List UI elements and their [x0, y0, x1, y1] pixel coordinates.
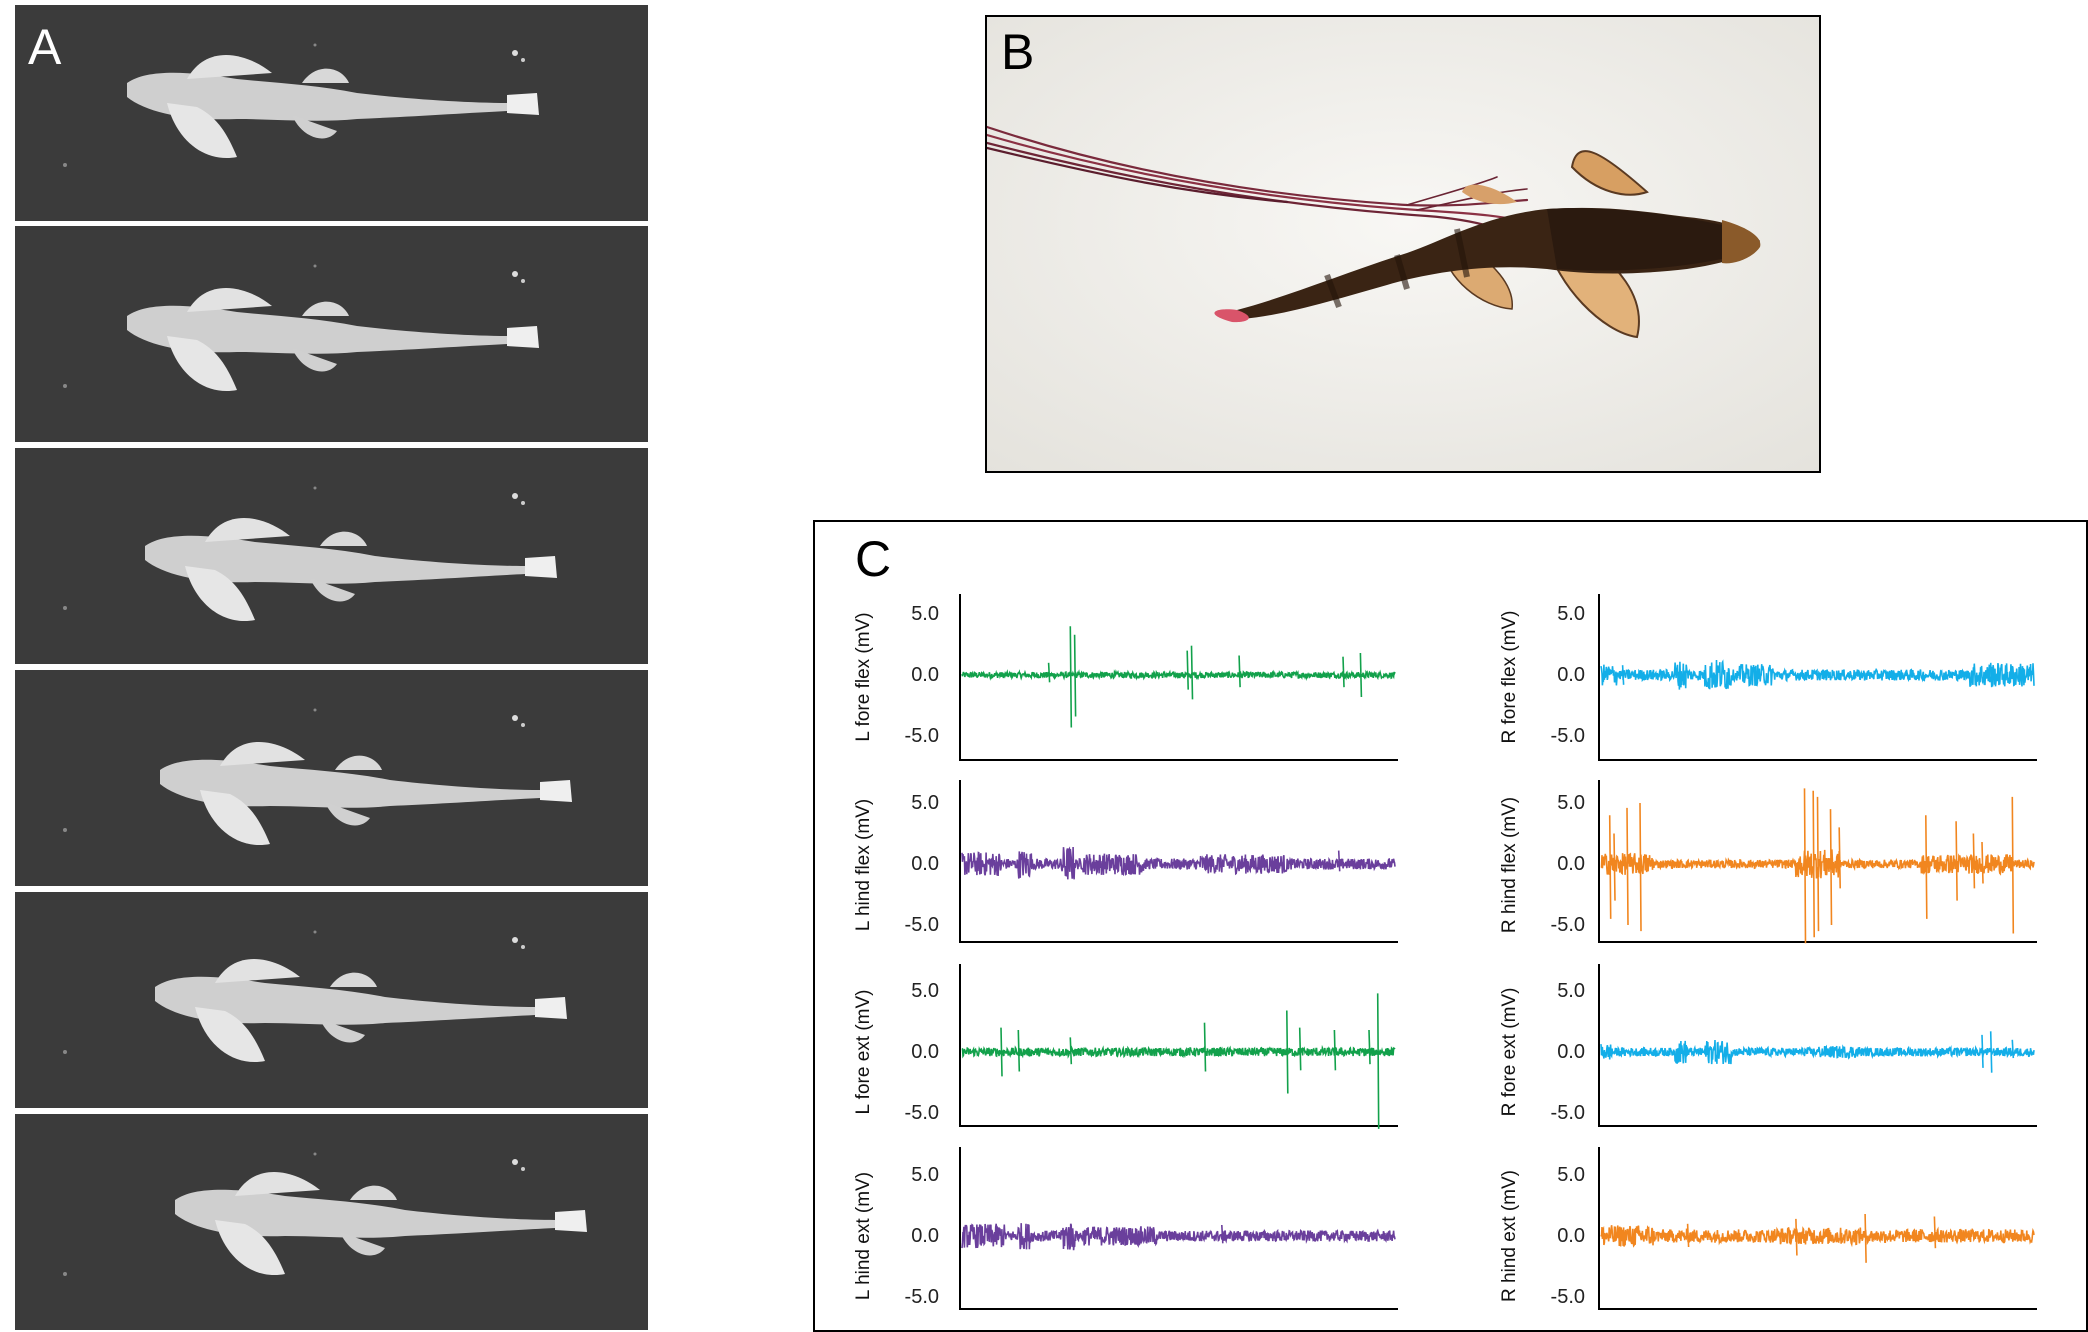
video-frame-6 [15, 1114, 648, 1330]
plot-1-ytick-bottom: -5.0 [905, 725, 939, 747]
plot-4-ylabel: L hind ext (mV) [853, 1172, 874, 1300]
plot-6-ytick-bottom: -5.0 [1551, 914, 1585, 936]
fish-silhouette [15, 448, 648, 664]
emg-plot-8: 5.0 0.0 -5.0 R hind ext (mV) [1499, 1147, 2037, 1310]
plot-3-ytick-bottom: -5.0 [905, 1102, 939, 1124]
plot-5-ytick-bottom: -5.0 [1551, 725, 1585, 747]
fish-photo [987, 17, 1819, 471]
plot-1-ylabel: L fore flex (mV) [853, 612, 874, 741]
plot-3-ytick-mid: 0.0 [911, 1041, 939, 1063]
trace-r-fore-flex [1600, 659, 2035, 690]
plot-3-ylabel: L fore ext (mV) [853, 990, 874, 1115]
plot-5-ylabel: R fore flex (mV) [1499, 610, 1520, 743]
trace-l-fore-flex [961, 626, 1396, 728]
trace-l-fore-ext [961, 993, 1396, 1129]
plot-8-ytick-mid: 0.0 [1557, 1225, 1585, 1247]
panel-c-emg-traces: C 5.0 0.0 -5.0 L fore flex (mV) 5.0 0.0 … [813, 520, 2088, 1332]
fish-silhouette [15, 5, 648, 221]
fish-silhouette [15, 226, 648, 442]
plot-4-ytick-bottom: -5.0 [905, 1286, 939, 1308]
video-frame-3 [15, 448, 648, 664]
video-frame-1 [15, 5, 648, 221]
plot-2-axes [959, 780, 1398, 943]
emg-plot-6: 5.0 0.0 -5.0 R hind flex (mV) [1499, 780, 2037, 944]
plot-2-ylabel: L hind flex (mV) [853, 799, 874, 931]
plot-4-ytick-mid: 0.0 [911, 1225, 939, 1247]
plot-8-axes [1598, 1147, 2037, 1310]
plot-4-axes [959, 1147, 1398, 1310]
plot-1-axes [959, 594, 1398, 761]
plot-8-ytick-bottom: -5.0 [1551, 1286, 1585, 1308]
plot-5-ytick-top: 5.0 [1557, 603, 1585, 625]
plot-6-axes [1598, 780, 2037, 943]
emg-plot-7: 5.0 0.0 -5.0 R fore ext (mV) [1499, 964, 2037, 1127]
emg-plot-1: 5.0 0.0 -5.0 L fore flex (mV) [853, 594, 1398, 761]
plot-3-ytick-top: 5.0 [911, 980, 939, 1002]
plot-7-ytick-mid: 0.0 [1557, 1041, 1585, 1063]
plot-4-ytick-top: 5.0 [911, 1164, 939, 1186]
plot-8-ylabel: R hind ext (mV) [1499, 1170, 1520, 1302]
video-frame-5 [15, 892, 648, 1108]
photo-fish-electrodes: B [985, 15, 1821, 473]
plot-2-ytick-mid: 0.0 [911, 853, 939, 875]
plot-6-ytick-top: 5.0 [1557, 792, 1585, 814]
panel-label-a: A [28, 19, 62, 75]
panel-label-b: B [1001, 24, 1035, 80]
plot-1-ytick-mid: 0.0 [911, 664, 939, 686]
video-frame-2 [15, 226, 648, 442]
plot-7-axes [1598, 964, 2037, 1127]
panel-label-c: C [855, 531, 892, 587]
plot-7-ytick-top: 5.0 [1557, 980, 1585, 1002]
trace-l-hind-ext [961, 1223, 1396, 1251]
emg-plot-2: 5.0 0.0 -5.0 L hind flex (mV) [853, 780, 1398, 943]
trace-r-hind-flex [1600, 788, 2035, 944]
plot-6-ytick-mid: 0.0 [1557, 853, 1585, 875]
plot-2-ytick-bottom: -5.0 [905, 914, 939, 936]
fish-silhouette [15, 670, 648, 886]
plot-2-ytick-top: 5.0 [911, 792, 939, 814]
plot-3-axes [959, 964, 1398, 1127]
fish-silhouette [15, 892, 648, 1108]
fish-silhouette [15, 1114, 648, 1330]
plot-7-ylabel: R fore ext (mV) [1499, 988, 1520, 1117]
emg-plot-3: 5.0 0.0 -5.0 L fore ext (mV) [853, 964, 1398, 1129]
emg-plot-4: 5.0 0.0 -5.0 L hind ext (mV) [853, 1147, 1398, 1310]
plot-7-ytick-bottom: -5.0 [1551, 1102, 1585, 1124]
emg-chart: 5.0 0.0 -5.0 L fore flex (mV) 5.0 0.0 -5… [853, 594, 2037, 1310]
plot-8-ytick-top: 5.0 [1557, 1164, 1585, 1186]
plot-5-axes [1598, 594, 2037, 761]
plot-6-ylabel: R hind flex (mV) [1499, 797, 1520, 933]
trace-l-hind-flex [961, 846, 1396, 880]
plot-1-ytick-top: 5.0 [911, 603, 939, 625]
emg-plot-5: 5.0 0.0 -5.0 R fore flex (mV) [1499, 594, 2037, 761]
trace-r-hind-ext [1600, 1213, 2035, 1263]
trace-r-fore-ext [1600, 1031, 2035, 1073]
plot-5-ytick-mid: 0.0 [1557, 664, 1585, 686]
video-frame-4 [15, 670, 648, 886]
